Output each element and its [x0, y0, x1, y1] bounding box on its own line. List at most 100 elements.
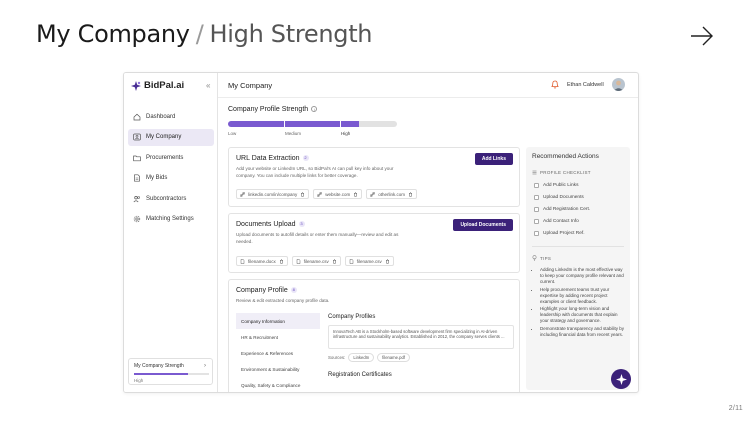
strength-card-label: My Company Strength	[134, 363, 184, 369]
file-chip[interactable]: filename.csv	[291, 256, 341, 266]
user-card-icon	[133, 133, 141, 141]
add-links-button[interactable]: Add Links	[474, 153, 513, 165]
checkbox[interactable]	[534, 231, 539, 236]
collapse-sidebar-icon[interactable]: «	[206, 81, 211, 90]
checklist-item[interactable]: Upload Project Ref.	[534, 231, 585, 236]
source-chip[interactable]: LinkedIn	[348, 353, 375, 362]
count-badge: 8	[290, 287, 297, 294]
document-icon	[134, 174, 140, 182]
tab-hr-recruitment[interactable]: HR & Recruitment	[241, 334, 279, 340]
assistant-fab-button[interactable]	[611, 369, 631, 389]
sidebar-item-my-company[interactable]: My Company	[128, 128, 214, 146]
sidebar-item-label: Procurements	[146, 154, 184, 161]
sparkle-icon	[615, 373, 627, 385]
source-chip[interactable]: filename.pdf	[377, 353, 410, 362]
checklist-item[interactable]: Upload Documents	[534, 195, 584, 200]
link-icon	[240, 191, 245, 197]
profile-card-title-text: Company Profile	[236, 287, 288, 294]
strength-label-high: High	[341, 131, 351, 136]
strength-label-low: Low	[228, 131, 237, 136]
checkbox[interactable]	[534, 195, 539, 200]
lightbulb-icon	[532, 255, 537, 261]
sidebar-item-dashboard[interactable]: Dashboard	[128, 108, 214, 125]
sidebar-item-label: My Company	[146, 134, 182, 140]
strength-label-medium: Medium	[285, 131, 302, 136]
strength-segment-medium	[285, 121, 340, 127]
file-chip[interactable]: filename.csv	[344, 256, 394, 266]
tip-item: Adding LinkedIn is the most effective wa…	[540, 267, 626, 285]
tab-environment-sustainability[interactable]: Environment & Sustainability	[241, 366, 300, 372]
profile-checklist-header: PROFILE CHECKLIST	[532, 170, 591, 175]
tab-quality-safety-compliance[interactable]: Quality, Safety & Compliance	[241, 382, 301, 388]
trash-icon[interactable]	[353, 191, 358, 197]
checklist-label: Upload Documents	[543, 195, 584, 200]
url-extraction-card: URL Data Extraction 2 Add your website or…	[228, 147, 520, 207]
registration-certificates-title: Registration Certificates	[328, 372, 392, 378]
strength-segment-remaining	[359, 121, 397, 127]
sidebar-item-my-bids[interactable]: My Bids	[128, 170, 214, 187]
tip-item: Demonstrate transparency and stability b…	[540, 326, 626, 338]
checkbox[interactable]	[534, 219, 539, 224]
url-card-title: URL Data Extraction 2	[236, 155, 309, 162]
bell-icon[interactable]	[551, 80, 559, 89]
profile-tabs: Company Information HR & Recruitment Exp…	[236, 313, 320, 392]
home-icon	[133, 113, 141, 120]
page-number: 2/11	[728, 405, 743, 412]
url-chip[interactable]: linkedin.com/in/company	[236, 189, 310, 199]
avatar[interactable]	[612, 78, 625, 91]
url-card-title-text: URL Data Extraction	[236, 155, 300, 162]
url-chip-label: otherlink.com	[378, 191, 406, 197]
url-chips: linkedin.com/in/company website.com othe…	[236, 189, 418, 199]
user-name[interactable]: Ethan Caldwell	[567, 82, 604, 88]
url-chip[interactable]: website.com	[313, 189, 363, 199]
checklist-label: Add Contact Info	[543, 219, 579, 224]
file-chips: filename.docx filename.csv filename.csv	[236, 256, 394, 266]
users-icon	[133, 195, 140, 202]
recommended-actions-panel: Recommended Actions PROFILE CHECKLIST Ad…	[526, 147, 630, 390]
url-chip-label: website.com	[325, 191, 351, 197]
checklist-label: Add Public Links	[543, 183, 579, 188]
url-chip[interactable]: otherlink.com	[366, 189, 418, 199]
info-icon[interactable]: i	[311, 106, 318, 113]
sources-label: Sources:	[328, 355, 346, 360]
checkbox[interactable]	[534, 183, 539, 188]
checkbox[interactable]	[534, 207, 539, 212]
divider	[532, 246, 624, 247]
checklist-item[interactable]: Add Contact Info	[534, 219, 579, 224]
sources-row: Sources: LinkedIn filename.pdf	[328, 353, 514, 362]
app-logo[interactable]: BidPal.ai	[131, 80, 184, 91]
topbar: My Company Ethan Caldwell	[218, 73, 638, 98]
sidebar-item-procurements[interactable]: Procurements	[128, 149, 214, 166]
profile-section-title: Company Profiles	[328, 314, 376, 320]
documents-upload-card: Documents Upload 3 Upload documents to au…	[228, 213, 520, 273]
page-title: My Company	[228, 81, 273, 90]
count-badge: 3	[298, 221, 305, 228]
sidebar-item-subcontractors[interactable]: Subcontractors	[128, 190, 214, 207]
file-chip[interactable]: filename.docx	[236, 256, 288, 266]
sidebar: BidPal.ai « Dashboard My Company Procure…	[124, 73, 218, 392]
sidebar-item-matching-settings[interactable]: Matching Settings	[128, 211, 214, 228]
profile-card-title: Company Profile 8	[236, 287, 297, 294]
profile-checklist-title: PROFILE CHECKLIST	[540, 170, 591, 175]
link-icon	[317, 191, 323, 197]
list-icon	[532, 170, 537, 175]
trash-icon[interactable]	[332, 258, 337, 264]
checklist-item[interactable]: Add Public Links	[534, 183, 578, 188]
profile-text-field[interactable]: InnovaTech AB is a Stockholm-based softw…	[328, 325, 514, 349]
trash-icon[interactable]	[408, 191, 413, 197]
tab-experience-references[interactable]: Experience & References	[241, 350, 294, 356]
tab-company-information[interactable]: Company Information	[236, 313, 320, 329]
profile-strength-title: Company Profile Strength i	[228, 106, 318, 113]
trash-icon[interactable]	[279, 258, 284, 264]
profile-strength-label: Company Profile Strength	[228, 106, 309, 113]
trash-icon[interactable]	[385, 258, 390, 264]
company-strength-card[interactable]: My Company Strength › High	[128, 358, 213, 385]
trash-icon[interactable]	[300, 191, 305, 197]
checklist-item[interactable]: Add Registration Cert.	[534, 207, 590, 212]
arrow-right-icon[interactable]	[690, 24, 714, 48]
docs-card-description: Upload documents to autofill details or …	[236, 232, 399, 244]
strength-segment-low	[228, 121, 284, 127]
main-content: Company Profile Strength i Low Medium Hig…	[218, 99, 526, 392]
upload-documents-button[interactable]: Upload Documents	[453, 219, 513, 231]
gear-icon	[133, 215, 141, 223]
